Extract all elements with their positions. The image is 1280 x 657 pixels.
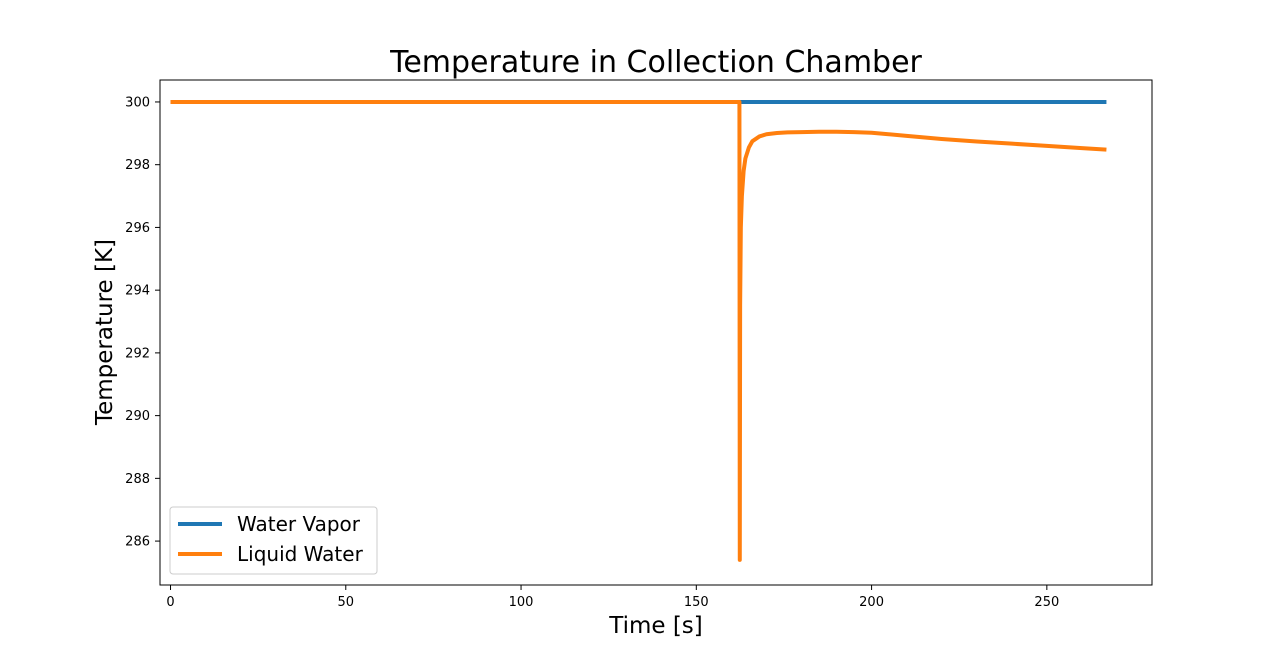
y-tick-label: 288 bbox=[125, 472, 150, 487]
y-tick-label: 286 bbox=[125, 535, 150, 550]
legend: Water Vapor Liquid Water bbox=[169, 506, 378, 575]
plot-frame bbox=[159, 79, 1153, 586]
y-tick-label: 298 bbox=[125, 158, 150, 173]
y-tick-label: 294 bbox=[125, 284, 150, 299]
y-axis-ticks: 286 288 290 292 294 296 298 300 bbox=[125, 95, 160, 550]
x-axis-ticks: 0 50 100 150 200 250 bbox=[166, 585, 1059, 610]
x-axis-label: Time [s] bbox=[608, 613, 703, 639]
x-tick-label: 50 bbox=[338, 595, 355, 610]
y-tick-label: 290 bbox=[125, 409, 150, 424]
y-tick-label: 296 bbox=[125, 221, 150, 236]
legend-label-liquid-water: Liquid Water bbox=[237, 542, 364, 566]
chart-title: Temperature in Collection Chamber bbox=[389, 45, 922, 80]
y-axis-label: Temperature [K] bbox=[92, 239, 118, 426]
x-tick-label: 100 bbox=[509, 595, 534, 610]
x-tick-label: 200 bbox=[859, 595, 884, 610]
x-tick-label: 0 bbox=[166, 595, 174, 610]
x-tick-label: 250 bbox=[1034, 595, 1059, 610]
y-tick-label: 292 bbox=[125, 346, 150, 361]
legend-label-water-vapor: Water Vapor bbox=[237, 512, 361, 536]
y-tick-label: 300 bbox=[125, 95, 150, 110]
plot-lines bbox=[170, 99, 1107, 562]
series-line-liquid-water bbox=[170, 99, 1107, 562]
x-tick-label: 150 bbox=[684, 595, 709, 610]
